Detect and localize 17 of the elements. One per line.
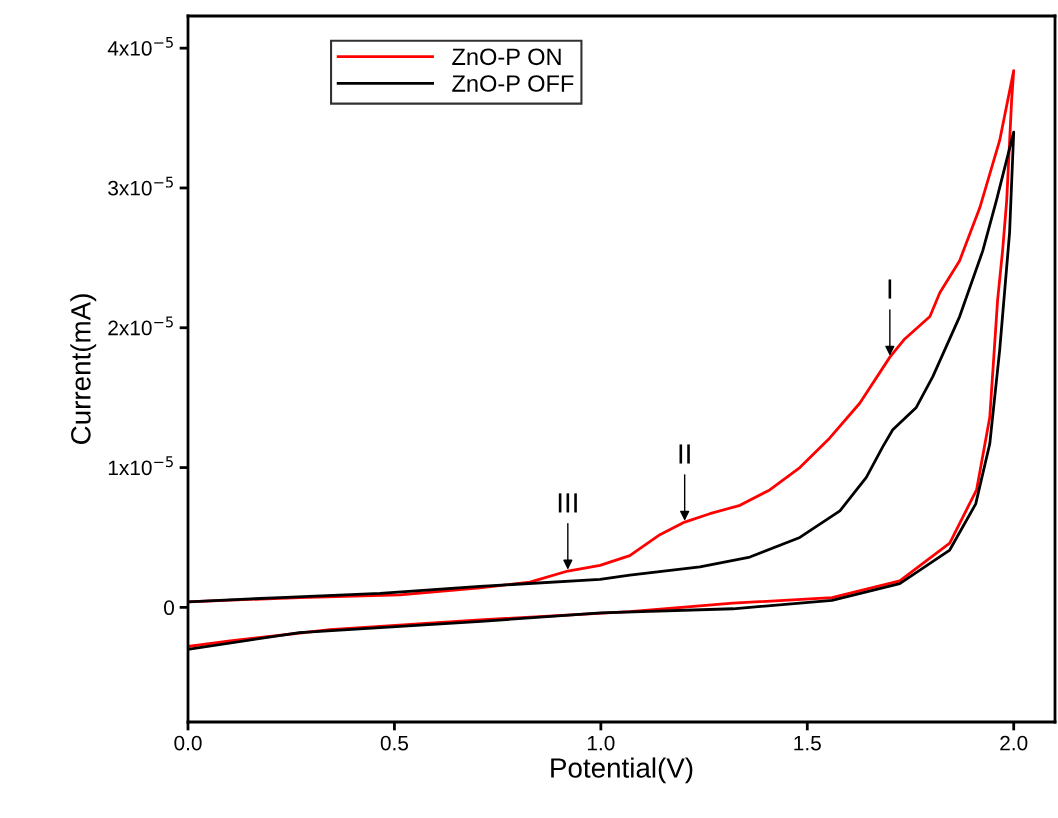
x-tick-label: 1.0	[587, 735, 615, 751]
x-tick-label: 0.0	[174, 735, 202, 751]
annotation: II	[679, 444, 690, 464]
y-tick-label: 4x10$^{−5}$	[107, 36, 173, 56]
y-axis-title: Current(mA)	[70, 294, 97, 444]
legend-label: ZnO-P OFF	[452, 75, 574, 92]
y-tick-label: 3x10$^{−5}$	[108, 176, 173, 196]
x-axis-title: Potential(V)	[551, 757, 693, 784]
x-tick-label: 0.5	[380, 735, 409, 751]
x-tick-label: 2.0	[1000, 735, 1028, 751]
annotation: III	[558, 493, 577, 513]
y-tick-label: 2x10$^{−5}$	[108, 316, 173, 336]
y-tick-label: 1x10$^{−5}$	[108, 456, 173, 476]
y-tick-label: 0	[164, 600, 174, 616]
annotation: I	[888, 279, 892, 299]
x-tick-label: 1.5	[794, 735, 821, 751]
legend-label: ZnO-P ON	[452, 48, 561, 66]
